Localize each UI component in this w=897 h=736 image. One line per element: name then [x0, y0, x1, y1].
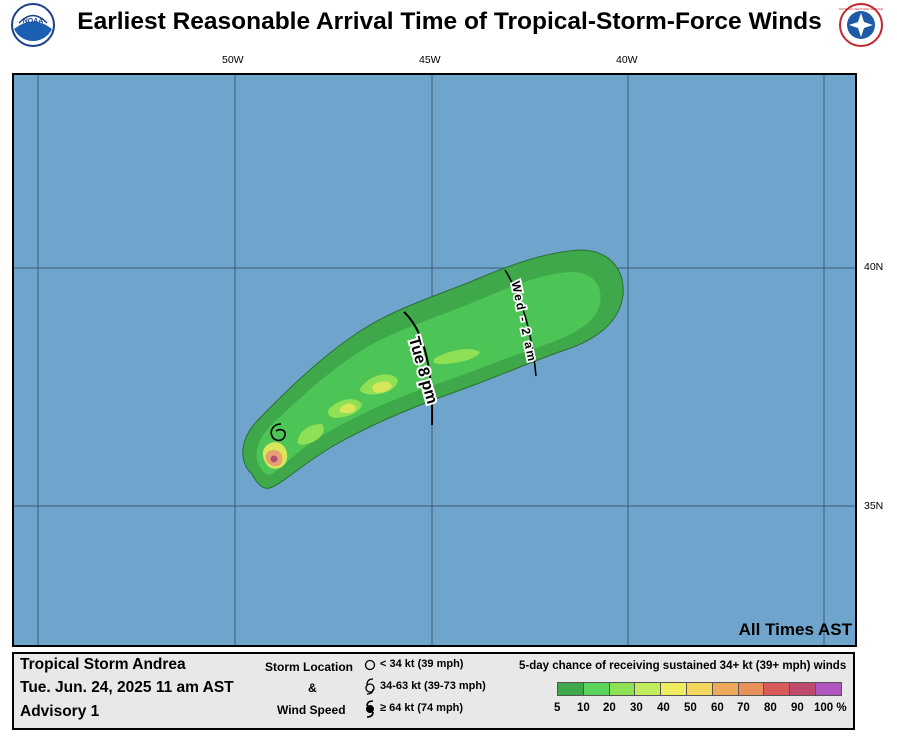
map: Tue 8 pm Wed - 2 am	[12, 73, 857, 647]
key-heading-ampersand: &	[308, 681, 317, 695]
map-frame	[12, 73, 857, 647]
probability-scale-label: 90	[791, 702, 804, 714]
latitude-label: 40N	[864, 261, 884, 273]
probability-color-scale	[557, 682, 842, 696]
probability-scale-label: 50	[684, 702, 697, 714]
longitude-label: 40W	[616, 54, 638, 66]
key-row-tropical-storm: 34-63 kt (39-73 mph)	[380, 680, 486, 692]
wind-probability-swath	[242, 249, 624, 489]
probability-swatch	[660, 682, 687, 696]
probability-scale-label: 60	[711, 702, 724, 714]
probability-swatch	[634, 682, 662, 696]
probability-scale-label: 40	[657, 702, 670, 714]
probability-swatch	[608, 682, 636, 696]
probability-swatch	[557, 682, 584, 696]
probability-scale-label: 5	[554, 702, 561, 714]
nws-logo: NATIONAL WEATHER SERVICE	[838, 2, 884, 53]
probability-scale-label: 20	[603, 702, 616, 714]
probability-scale-label: 10	[577, 702, 590, 714]
probability-scale-title: 5-day chance of receiving sustained 34+ …	[519, 660, 847, 672]
key-row-depression: < 34 kt (39 mph)	[380, 658, 464, 670]
swath-max-probability	[270, 455, 278, 463]
storm-location-icon	[270, 423, 286, 442]
probability-swatch	[789, 682, 816, 696]
advisory-number: Advisory 1	[20, 703, 100, 720]
depression-icon	[364, 659, 376, 671]
probability-scale-label: 30	[630, 702, 643, 714]
probability-swatch	[685, 682, 713, 696]
probability-swatch	[711, 682, 739, 696]
probability-scale-label: 80	[764, 702, 777, 714]
key-row-hurricane: ≥ 64 kt (74 mph)	[380, 702, 464, 714]
storm-name: Tropical Storm Andrea	[20, 656, 186, 673]
noaa-logo: NOAA	[10, 2, 56, 53]
probability-swatch	[814, 682, 842, 696]
probability-swatch	[763, 682, 791, 696]
longitude-label: 45W	[419, 54, 441, 66]
svg-text:NOAA: NOAA	[23, 18, 44, 25]
probability-swatch	[737, 682, 765, 696]
swath-20-percent	[297, 349, 480, 445]
tropical-storm-icon	[365, 678, 375, 695]
probability-scale-label: 100 %	[814, 702, 847, 714]
key-heading-wind-speed: Wind Speed	[277, 703, 346, 717]
swath-10-percent	[256, 272, 601, 475]
advisory-datetime: Tue. Jun. 24, 2025 11 am AST	[20, 679, 234, 696]
page-title: Earliest Reasonable Arrival Time of Trop…	[77, 8, 822, 35]
key-heading-storm-location: Storm Location	[265, 660, 354, 674]
probability-scale-label: 70	[737, 702, 750, 714]
probability-swatch	[582, 682, 610, 696]
svg-text:NATIONAL WEATHER SERVICE: NATIONAL WEATHER SERVICE	[839, 7, 883, 11]
longitude-label: 50W	[222, 54, 244, 66]
legend-panel: Tropical Storm Andrea Tue. Jun. 24, 2025…	[12, 652, 855, 730]
latitude-label: 35N	[864, 500, 884, 512]
hurricane-icon	[366, 700, 374, 718]
times-note: All Times AST	[738, 620, 852, 639]
grid-lines	[13, 74, 856, 646]
